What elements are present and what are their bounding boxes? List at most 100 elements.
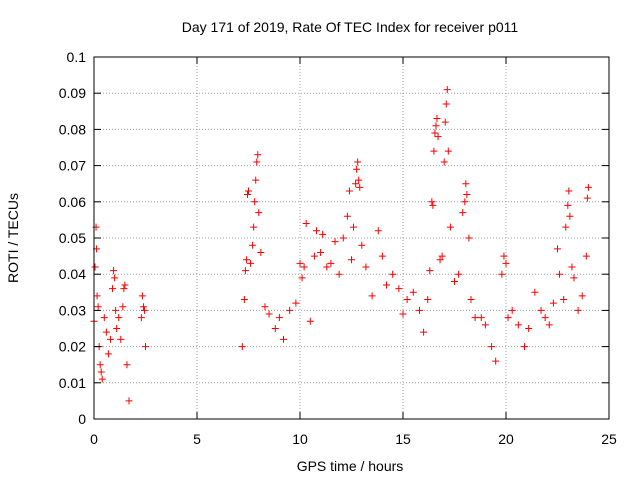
y-tick-label: 0.05: [59, 230, 86, 246]
y-tick-label: 0.06: [59, 194, 86, 210]
data-point: [477, 314, 485, 322]
data-point: [462, 180, 470, 188]
x-tick-label: 5: [193, 431, 201, 447]
data-point: [568, 263, 576, 271]
data-point: [399, 310, 407, 318]
data-point: [302, 220, 310, 228]
data-point: [298, 274, 306, 282]
data-point: [115, 314, 123, 322]
data-point: [138, 292, 146, 300]
data-point: [554, 245, 561, 253]
data-point: [570, 274, 578, 282]
data-point: [395, 285, 403, 293]
data-point: [296, 259, 304, 267]
data-point: [502, 259, 510, 267]
y-tick-label: 0.04: [59, 266, 86, 282]
y-tick-label: 0.03: [59, 302, 86, 318]
data-point: [100, 314, 108, 322]
data-point: [353, 165, 361, 173]
data-point: [537, 306, 545, 314]
data-point: [566, 212, 574, 220]
data-point: [242, 256, 250, 264]
data-point: [465, 234, 473, 242]
x-tick-label: 25: [601, 431, 617, 447]
data-point: [319, 230, 327, 238]
data-point: [434, 133, 442, 141]
data-point: [125, 397, 133, 405]
data-point: [240, 296, 248, 304]
data-point: [508, 306, 516, 314]
data-point: [578, 292, 586, 300]
data-point: [300, 263, 308, 271]
data-point: [433, 115, 441, 123]
data-point: [446, 223, 454, 231]
plot-border: [93, 56, 610, 420]
data-point: [498, 270, 506, 278]
data-point: [335, 270, 343, 278]
y-tick-label: 0: [78, 411, 86, 427]
y-tick-label: 0.1: [67, 49, 87, 65]
data-point: [140, 306, 148, 314]
data-point: [424, 296, 432, 304]
data-point: [583, 194, 591, 202]
data-point: [317, 248, 325, 256]
data-point: [403, 296, 411, 304]
data-point: [312, 227, 320, 235]
data-point: [556, 270, 564, 278]
data-point: [463, 191, 471, 199]
data-point: [119, 303, 127, 311]
data-point: [323, 263, 331, 271]
data-point: [331, 238, 339, 246]
data-point: [253, 158, 261, 166]
data-point: [429, 201, 437, 209]
x-tick-label: 0: [90, 431, 98, 447]
data-point: [531, 288, 539, 296]
data-point: [461, 198, 469, 206]
data-point: [420, 328, 428, 336]
data-point: [354, 158, 362, 166]
data-point: [441, 118, 449, 126]
data-point: [428, 198, 436, 206]
data-point: [500, 252, 508, 260]
data-point: [123, 361, 131, 369]
data-point: [109, 285, 117, 293]
x-tick-label: 15: [395, 431, 411, 447]
data-point: [243, 191, 251, 199]
data-point: [504, 314, 512, 322]
data-point: [409, 288, 417, 296]
x-tick-label: 10: [292, 431, 308, 447]
data-point: [245, 187, 252, 195]
data-point: [345, 187, 353, 195]
data-point: [451, 277, 458, 285]
data-point: [117, 335, 125, 343]
data-point: [525, 325, 533, 332]
data-point: [471, 314, 479, 322]
data-point: [582, 252, 590, 260]
data-point: [139, 303, 147, 311]
x-tick-label: 20: [498, 431, 514, 447]
data-point: [121, 281, 129, 289]
data-point: [541, 314, 549, 322]
data-point: [111, 274, 119, 282]
data-point: [426, 267, 434, 275]
data-point: [481, 321, 489, 329]
data-point: [249, 241, 257, 249]
data-point: [350, 223, 358, 231]
data-point: [432, 122, 440, 130]
data-point: [565, 187, 573, 195]
data-point: [564, 201, 572, 209]
data-point: [94, 303, 102, 311]
data-point: [374, 227, 382, 235]
data-point: [286, 306, 294, 314]
y-tick-label: 0.07: [59, 158, 86, 174]
data-point: [430, 147, 438, 155]
data-point: [436, 256, 444, 264]
data-point: [251, 198, 259, 206]
data-point: [358, 241, 366, 249]
data-point: [492, 357, 500, 365]
data-point: [120, 285, 128, 293]
data-point: [438, 252, 446, 260]
data-point: [562, 223, 570, 231]
data-point: [389, 270, 397, 278]
